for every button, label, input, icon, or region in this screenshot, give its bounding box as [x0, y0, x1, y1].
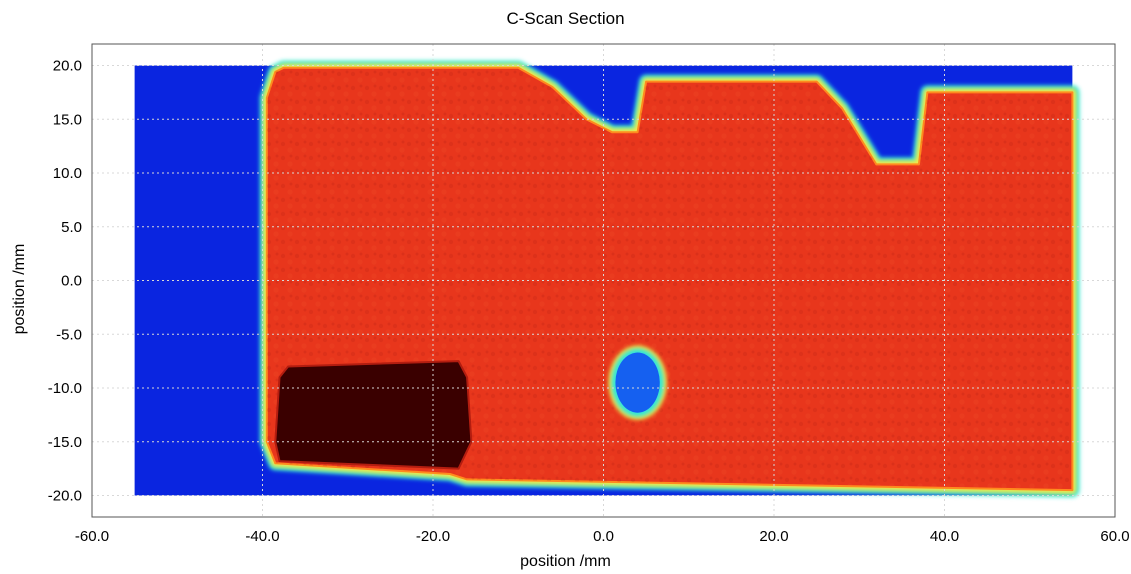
x-tick-label: -20.0 — [416, 528, 450, 545]
x-tick-label: 40.0 — [930, 528, 959, 545]
x-tick-label: 20.0 — [759, 528, 788, 545]
x-tick-label: -60.0 — [75, 528, 109, 545]
y-tick-label: -20.0 — [48, 488, 82, 505]
y-tick-label: 20.0 — [53, 58, 82, 75]
y-tick-label: 10.0 — [53, 165, 82, 182]
hole-region — [615, 352, 660, 413]
plot-frame — [91, 43, 1116, 518]
y-tick-label: -15.0 — [48, 434, 82, 451]
void-region — [274, 360, 473, 470]
x-tick-label: 60.0 — [1100, 528, 1129, 545]
x-axis-label: position /mm — [520, 553, 611, 570]
y-tick-label: -10.0 — [48, 380, 82, 397]
y-tick-label: -5.0 — [56, 326, 82, 343]
y-tick-label: 0.0 — [61, 273, 82, 290]
y-tick-label: 5.0 — [61, 219, 82, 236]
x-tick-label: -40.0 — [245, 528, 279, 545]
y-axis-label: position /mm — [11, 243, 28, 335]
chart-title: C-Scan Section — [506, 9, 625, 28]
x-tick-label: 0.0 — [593, 528, 614, 545]
axis-ticks: -60.0 -40.0 -20.0 0.0 20.0 40.0 60.0 20.0 15.0 10… — [48, 58, 1130, 546]
y-tick-label: 15.0 — [53, 111, 82, 128]
